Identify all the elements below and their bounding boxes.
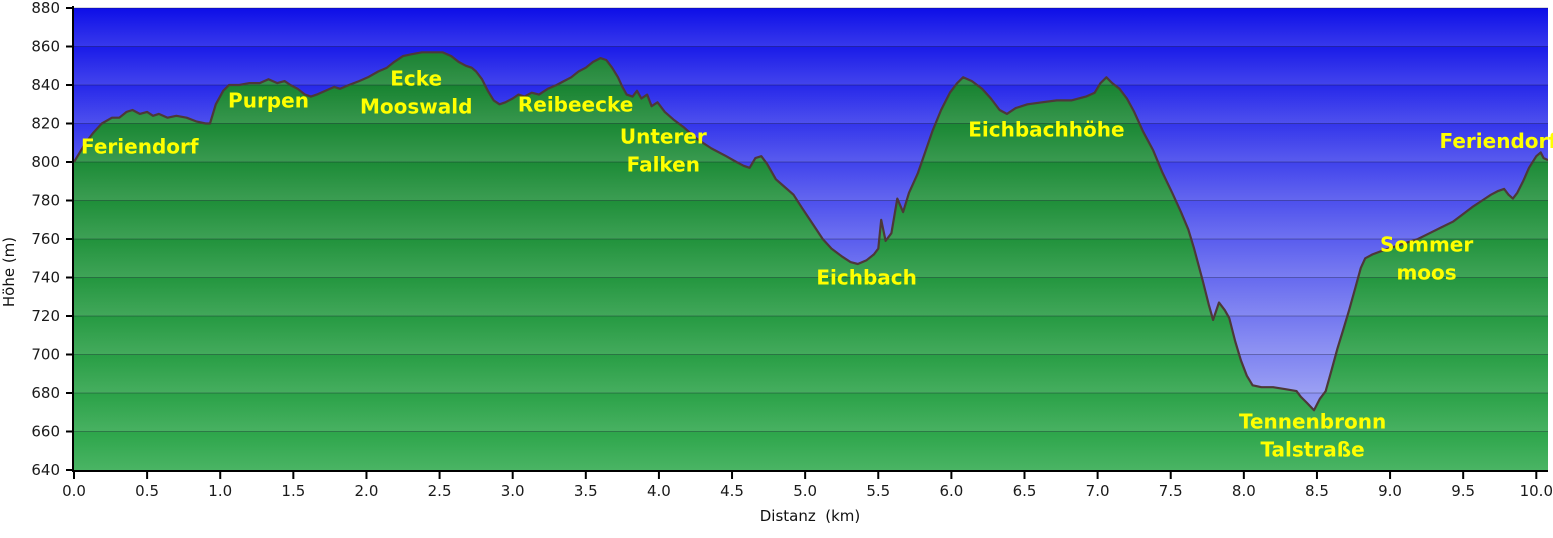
y-tick-label-760: 760 xyxy=(31,230,60,248)
waypoint-label-tennenbronn-talstra-e: Tennenbronn xyxy=(1239,409,1386,433)
y-tick-label-680: 680 xyxy=(31,384,60,402)
waypoint-label-reibeecke: Reibeecke xyxy=(518,92,633,116)
waypoint-label-ecke-mooswald: Ecke xyxy=(390,67,442,91)
waypoint-label-feriendorf: Feriendorf xyxy=(81,135,199,159)
x-tick-label-5.0: 5.0 xyxy=(793,482,817,500)
waypoint-label-sommer-moos: moos xyxy=(1396,260,1456,284)
waypoint-label-sommer-moos: Sommer xyxy=(1380,232,1473,256)
profile-outline xyxy=(74,51,1548,412)
y-tick-label-800: 800 xyxy=(31,153,60,171)
x-tick-label-7.0: 7.0 xyxy=(1086,482,1110,500)
waypoint-label-unterer-falken: Unterer xyxy=(620,124,707,148)
y-tick-label-780: 780 xyxy=(31,192,60,210)
x-tick-label-3.5: 3.5 xyxy=(574,482,598,500)
x-tick-label-6.0: 6.0 xyxy=(939,482,963,500)
grid-layer xyxy=(74,7,1548,432)
y-tick-label-860: 860 xyxy=(31,38,60,56)
waypoint-label-unterer-falken: Falken xyxy=(627,152,700,176)
plot-area xyxy=(74,8,1548,470)
axis-layer: 640 660 680 700 720 740 760 780 800 820 840 860 880 0… xyxy=(31,0,1553,500)
x-tick-label-5.5: 5.5 xyxy=(866,482,890,500)
waypoint-label-eichbach: Eichbach xyxy=(816,266,917,290)
y-tick-label-660: 660 xyxy=(31,423,60,441)
y-tick-label-740: 740 xyxy=(31,269,60,287)
x-tick-label-0.5: 0.5 xyxy=(135,482,159,500)
x-tick-label-10.0: 10.0 xyxy=(1520,482,1553,500)
waypoint-label-eichbachh-he: Eichbachhöhe xyxy=(968,117,1124,141)
y-axis-title: Höhe (m) xyxy=(0,237,18,307)
waypoint-label-tennenbronn-talstra-e: Talstraße xyxy=(1260,437,1364,461)
profile-outline-layer xyxy=(74,51,1548,412)
x-tick-label-4.0: 4.0 xyxy=(647,482,671,500)
x-tick-label-6.5: 6.5 xyxy=(1013,482,1037,500)
waypoint-label-purpen: Purpen xyxy=(228,88,309,112)
x-tick-label-9.0: 9.0 xyxy=(1378,482,1402,500)
x-tick-label-8.0: 8.0 xyxy=(1232,482,1256,500)
x-tick-label-3.0: 3.0 xyxy=(501,482,525,500)
x-tick-label-9.5: 9.5 xyxy=(1451,482,1475,500)
waypoint-label-feriendorf: Feriendorf xyxy=(1440,129,1553,153)
x-tick-label-1.5: 1.5 xyxy=(281,482,305,500)
x-axis-title: Distanz (km) xyxy=(760,507,861,525)
y-tick-label-880: 880 xyxy=(31,0,60,17)
y-tick-label-700: 700 xyxy=(31,346,60,364)
y-tick-label-840: 840 xyxy=(31,76,60,94)
y-tick-label-720: 720 xyxy=(31,307,60,325)
x-tick-label-0.0: 0.0 xyxy=(62,482,86,500)
x-tick-label-2.5: 2.5 xyxy=(428,482,452,500)
y-tick-label-820: 820 xyxy=(31,115,60,133)
waypoint-label-ecke-mooswald: Mooswald xyxy=(360,95,472,119)
elevation-band-shading xyxy=(74,8,1548,470)
x-tick-label-2.0: 2.0 xyxy=(355,482,379,500)
waypoint-label-layer: Feriendorf Purpen Ecke Mooswald Reibeecke Unt… xyxy=(81,67,1553,462)
x-tick-label-4.5: 4.5 xyxy=(720,482,744,500)
x-tick-label-7.5: 7.5 xyxy=(1159,482,1183,500)
x-tick-label-1.0: 1.0 xyxy=(208,482,232,500)
x-tick-label-8.5: 8.5 xyxy=(1305,482,1329,500)
y-tick-label-640: 640 xyxy=(31,461,60,479)
